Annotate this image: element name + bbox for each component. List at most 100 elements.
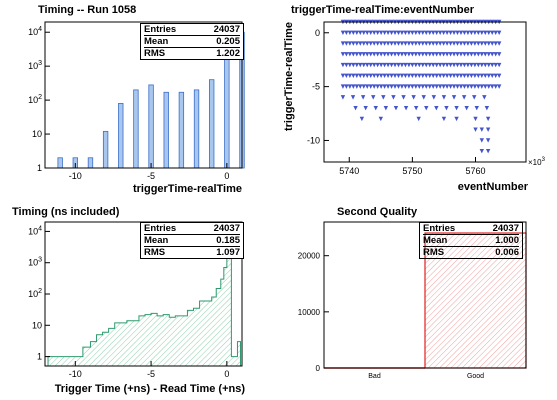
scatter-point <box>378 73 384 79</box>
scatter-point <box>493 62 498 68</box>
scatter-point <box>375 41 380 46</box>
x-axis-label: Trigger Time (+ns) - Read Time (+ns) <box>55 383 246 395</box>
scatter-point <box>493 84 498 89</box>
x-tick-label: -10 <box>69 369 82 379</box>
scatter-point <box>391 95 396 100</box>
stats-box: Entries 24037 Mean 1.000 RMS 0.006 <box>419 222 523 259</box>
scatter-point <box>351 52 356 57</box>
x-tick-label: 5750 <box>402 166 422 176</box>
scatter-point <box>385 52 391 57</box>
scatter-point <box>385 41 391 46</box>
scatter-point <box>413 30 419 35</box>
scatter-point <box>462 62 467 68</box>
scatter-point <box>479 149 485 154</box>
scatter-point <box>413 73 419 79</box>
scatter-point <box>354 84 360 89</box>
scatter-point <box>406 73 412 79</box>
y-tick-label: 104 <box>28 225 42 236</box>
scatter-point <box>441 73 446 79</box>
scatter-point <box>403 52 408 57</box>
plot-frame <box>44 21 243 169</box>
exponent-power: 3 <box>542 157 546 163</box>
scatter-point <box>458 84 464 89</box>
scatter-point <box>347 30 353 35</box>
scatter-point <box>403 30 408 35</box>
scatter-point <box>347 52 353 57</box>
scatter-point <box>406 30 412 35</box>
scatter-point <box>385 62 391 68</box>
scatter-point <box>476 84 481 89</box>
scatter-point <box>474 105 479 111</box>
stat-value: 0.185 <box>216 235 240 246</box>
scatter-point <box>417 73 422 79</box>
stat-value: 0.205 <box>216 36 240 47</box>
scatter-point <box>496 62 502 68</box>
scatter-point <box>455 41 460 46</box>
scatter-point <box>351 30 356 35</box>
scatter-point <box>351 73 356 79</box>
scatter-point <box>340 95 346 100</box>
scatter-point <box>361 52 366 57</box>
scatter-point <box>458 41 464 46</box>
scatter-point <box>410 62 415 68</box>
scatter-point <box>375 62 380 68</box>
scatter-point <box>382 73 387 79</box>
scatter-point <box>392 30 398 35</box>
scatter-point <box>484 105 490 111</box>
scatter-point <box>417 52 422 57</box>
scatter-point <box>485 116 491 122</box>
scatter-point <box>490 73 495 79</box>
scatter-point <box>365 84 370 89</box>
histogram-bar <box>57 157 63 169</box>
scatter-point <box>406 84 412 89</box>
scatter-point <box>486 84 491 89</box>
x-tick-label: -5 <box>147 369 155 379</box>
histogram-bar <box>102 130 109 169</box>
scatter-point <box>368 52 373 57</box>
scatter-point <box>378 30 384 35</box>
y-tick-label: -5 <box>312 82 320 92</box>
scatter-point <box>399 62 405 68</box>
scatter-point <box>382 52 387 57</box>
scatter-point <box>431 41 436 46</box>
scatter-point <box>483 41 488 46</box>
scatter-point <box>434 84 439 89</box>
scatter-point <box>392 52 398 57</box>
scatter-point <box>483 52 488 57</box>
scatter-point <box>410 84 415 89</box>
scatter-point <box>424 52 429 57</box>
scatter-point <box>385 84 391 89</box>
tick-base: 10 <box>28 289 38 299</box>
scatter-point <box>406 41 412 46</box>
scatter-point <box>476 41 481 46</box>
scatter-point <box>378 52 384 57</box>
scatter-point <box>472 41 478 46</box>
scatter-point <box>371 52 377 57</box>
scatter-point <box>461 95 467 100</box>
scatter-point <box>490 84 495 89</box>
second-quality-bar: Bad Good 0 10000 20000 <box>298 221 527 380</box>
scatter-point <box>479 127 485 132</box>
scatter-point <box>455 62 460 68</box>
scatter-point <box>424 105 429 111</box>
scatter-point <box>392 73 398 79</box>
scatter-point <box>496 73 502 79</box>
scatter-point <box>373 105 378 111</box>
scatter-point <box>410 30 415 35</box>
x-tick-label: 5740 <box>339 166 359 176</box>
scatter-point <box>403 105 409 111</box>
y-axis-label: triggerTime-realTime <box>283 22 295 131</box>
scatter-point <box>437 52 443 57</box>
scatter-point <box>378 84 384 89</box>
scatter-point <box>344 52 349 57</box>
scatter-point <box>340 41 346 46</box>
scatter-point <box>464 105 469 111</box>
scatter-point <box>365 52 370 57</box>
scatter-point <box>354 52 360 57</box>
scatter-point <box>340 52 346 57</box>
scatter-point <box>486 52 491 57</box>
scatter-point <box>340 84 346 89</box>
scatter-point <box>392 84 398 89</box>
scatter-point <box>473 127 478 132</box>
scatter-point <box>401 95 406 100</box>
